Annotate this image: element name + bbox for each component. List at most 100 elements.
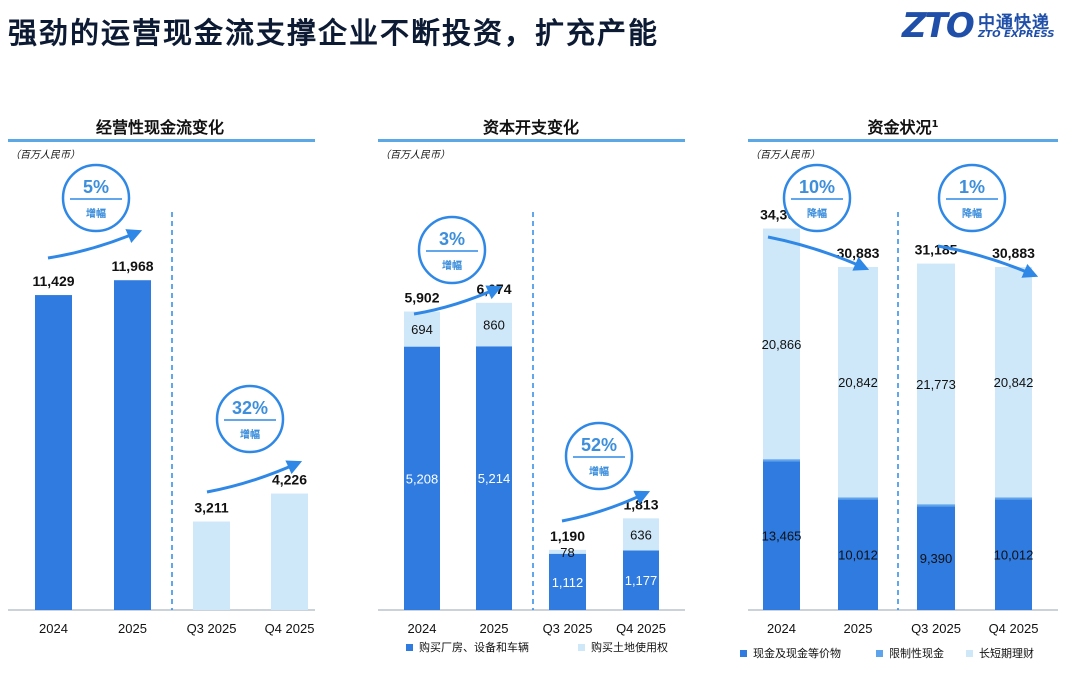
chart-2-badge-label: 增幅: [442, 259, 462, 272]
chart-1-total-label: 11,968: [111, 258, 153, 274]
chart-3-bar-segment: [917, 263, 955, 505]
chart-2-segment-label: 78: [560, 545, 574, 560]
chart-1-category-label: 2025: [118, 621, 147, 636]
chart-2-badge-percent: 3%: [439, 229, 465, 249]
chart-2-bar-segment: [549, 553, 586, 610]
chart-3-bar-segment: [763, 228, 800, 460]
chart-2-legend-label: 购买土地使用权: [591, 640, 668, 654]
chart-1-bar: [35, 295, 72, 610]
chart-1-total-label: 3,211: [194, 500, 228, 516]
chart-1-bar: [114, 280, 151, 610]
chart-2-category-label: Q3 2025: [543, 621, 593, 636]
chart-2-bar-segment: [476, 302, 512, 347]
logo-name-cn: 中通快递: [978, 13, 1050, 33]
chart-2-bar-segment: [623, 518, 659, 551]
chart-2-badge-percent: 52%: [581, 435, 617, 455]
chart-1-bar: [193, 521, 230, 610]
chart-2-badge-label: 增幅: [589, 465, 609, 478]
chart-3-segment-label: 13,465: [762, 529, 802, 544]
chart-2-bar-segment: [623, 550, 659, 610]
chart-2-title: 资本开支变化: [483, 118, 579, 137]
chart-2-segment-label: 5,208: [406, 471, 439, 486]
chart-1-total-label: 4,226: [272, 472, 307, 488]
chart-2-change-badge: [564, 421, 634, 491]
chart-3-legend-swatch: [740, 650, 747, 657]
chart-3-change-badge: [782, 163, 852, 233]
chart-3-bar-segment: [917, 506, 955, 610]
logo-name-en: ZTO EXPRESS: [978, 29, 1055, 40]
chart-2-trend-arrow: [561, 490, 651, 523]
chart-2-segment-label: 694: [411, 322, 433, 337]
chart-2-bar-segment: [476, 346, 512, 610]
chart-3-segment-label: 10,012: [838, 548, 878, 563]
chart-3-category-label: Q4 2025: [989, 621, 1039, 636]
chart-3-segment-label: 20,866: [762, 337, 802, 352]
chart-1-badge-percent: 5%: [83, 177, 109, 197]
chart-3-badge-percent: 10%: [799, 177, 835, 197]
chart-1-change-badge: [61, 163, 131, 233]
chart-2-category-label: 2024: [408, 621, 437, 636]
chart-3-legend-label: 限制性现金: [889, 646, 944, 660]
chart-3-trend-arrow: [937, 244, 1039, 278]
chart-2-segment-label: 636: [630, 527, 652, 542]
chart-2-legend-swatch: [578, 644, 585, 651]
zto-logo: ZTO 中通快递 ZTO EXPRESS: [902, 6, 1062, 48]
chart-1-total-label: 11,429: [32, 273, 74, 289]
chart-3-change-badge: [937, 163, 1007, 233]
chart-3-category-label: 2024: [767, 621, 796, 636]
chart-3-legend-swatch: [966, 650, 973, 657]
chart-3-segment-label: 20,842: [838, 375, 878, 390]
chart-2-total-label: 1,190: [550, 528, 585, 544]
chart-2-legend-swatch: [406, 644, 413, 651]
chart-2-segment-label: 860: [483, 318, 505, 333]
chart-2-segment-label: 5,214: [478, 471, 511, 486]
chart-3-bar-segment: [995, 266, 1032, 498]
chart-3-total-label: 30,883: [992, 245, 1035, 261]
chart-3-legend-label: 长短期理财: [979, 646, 1034, 660]
chart-1-badge-percent: 32%: [232, 398, 268, 418]
chart-2-bar-segment: [404, 311, 440, 347]
chart-3-bar-segment: [838, 499, 878, 610]
chart-1-title-underline: [8, 139, 315, 142]
chart-2-trend-arrow: [413, 285, 503, 316]
chart-2-category-label: Q4 2025: [616, 621, 666, 636]
chart-2-segment-label: 1,177: [625, 573, 658, 588]
chart-2-change-badge: [417, 215, 487, 285]
chart-2-legend-label: 购买厂房、设备和车辆: [419, 640, 529, 654]
chart-3-unit-label: （百万人民币）: [750, 149, 820, 161]
chart-3-bar-segment: [917, 504, 955, 507]
chart-1-category-label: Q4 2025: [265, 621, 315, 636]
chart-3-segment-label: 20,842: [994, 375, 1034, 390]
chart-3-bar-segment: [995, 499, 1032, 610]
chart-3-trend-arrow: [767, 235, 870, 271]
chart-1-category-label: Q3 2025: [187, 621, 237, 636]
chart-1-bar: [271, 493, 308, 610]
chart-2-title-underline: [378, 139, 685, 142]
chart-3-legend-swatch: [876, 650, 883, 657]
chart-1-title: 经营性现金流变化: [96, 118, 224, 137]
chart-3-badge-percent: 1%: [959, 177, 985, 197]
chart-3-category-label: Q3 2025: [911, 621, 961, 636]
chart-3-title-sup: 1: [932, 119, 939, 130]
chart-3-legend-label: 现金及现金等价物: [753, 646, 841, 660]
chart-1-category-label: 2024: [39, 621, 68, 636]
chart-1-unit-label: （百万人民币）: [10, 149, 80, 161]
chart-1-trend-arrow: [47, 229, 143, 260]
chart-2-category-label: 2025: [480, 621, 509, 636]
logo-mark: ZTO: [902, 6, 975, 46]
chart-3-badge-label: 降幅: [807, 207, 827, 220]
page-title: 强劲的运营现金流支撑企业不断投资，扩充产能: [8, 16, 660, 50]
chart-3-segment-label: 21,773: [916, 377, 956, 392]
chart-2-total-label: 1,813: [623, 496, 658, 512]
chart-2-unit-label: （百万人民币）: [380, 149, 450, 161]
chart-3-category-label: 2025: [844, 621, 873, 636]
chart-2-bar-segment: [404, 346, 440, 610]
chart-3-title: 资金状况1: [868, 118, 939, 137]
chart-3-bar-segment: [763, 461, 800, 610]
chart-1-badge-label: 增幅: [86, 207, 106, 220]
chart-1-badge-label: 增幅: [240, 428, 260, 441]
chart-3-segment-label: 9,390: [920, 551, 953, 566]
chart-3-segment-label: 10,012: [994, 548, 1034, 563]
chart-3-total-label: 31,185: [915, 242, 958, 258]
